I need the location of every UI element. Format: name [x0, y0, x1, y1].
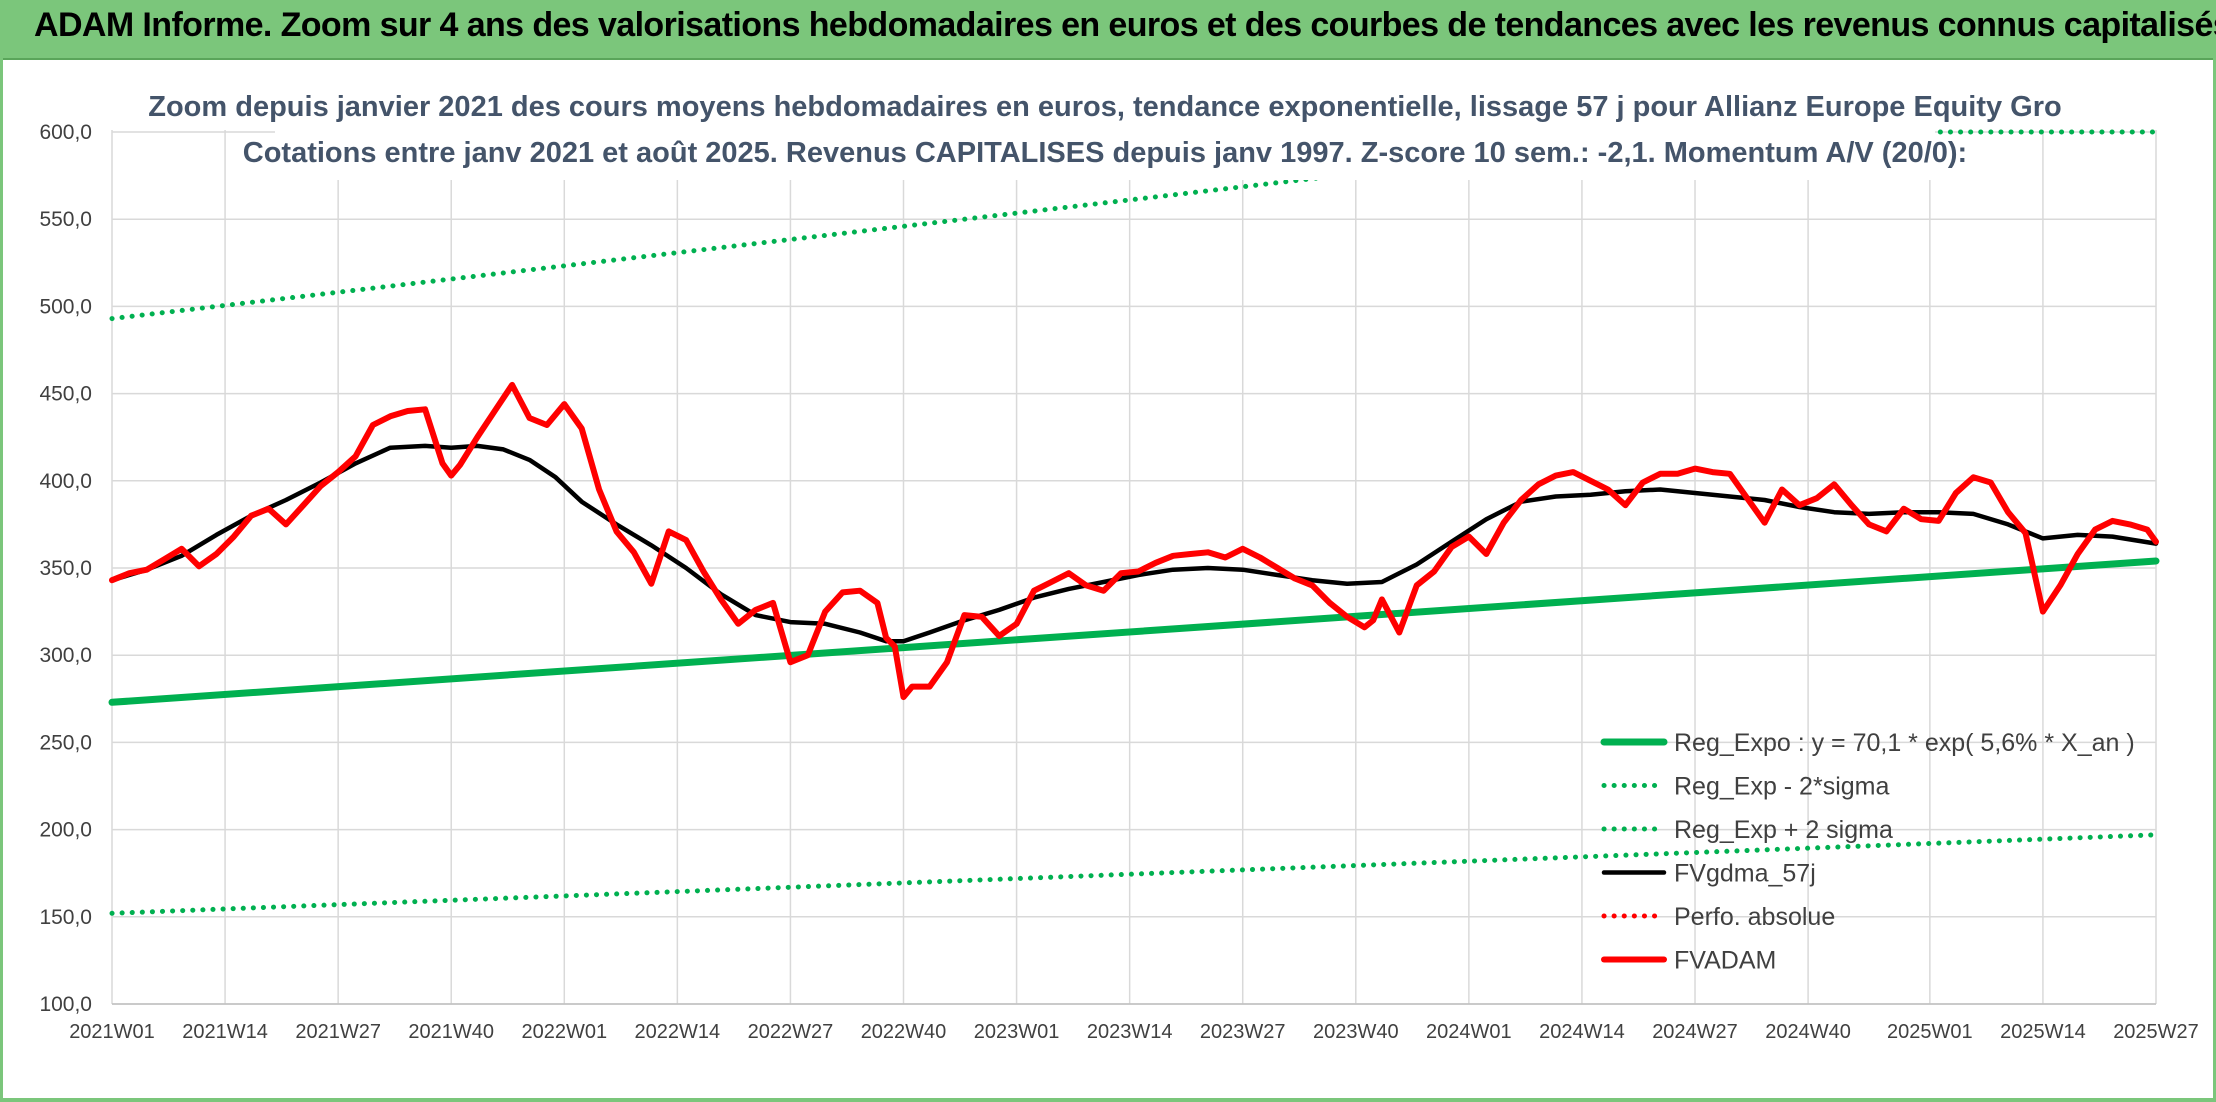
- series-layer: [108, 129, 2160, 916]
- axis-layer: 100,0 150,0 200,0 250,0 300,0 350,0 400,0 450,0…: [39, 121, 2198, 1043]
- chart-title-line-1: Zoom depuis janvier 2021 des cours moyen…: [148, 91, 2061, 123]
- x-tick-label: 2021W01: [69, 1021, 155, 1043]
- chart-title-line-2: Cotations entre janv 2021 et août 2025. …: [243, 137, 1967, 169]
- legend-label: FVADAM: [1674, 947, 1776, 975]
- y-tick-label: 300,0: [39, 644, 92, 667]
- report-title: ADAM Informe. Zoom sur 4 ans des valoris…: [34, 6, 2216, 44]
- y-tick-label: 100,0: [39, 993, 92, 1016]
- legend-label: FVgdma_57j: [1674, 860, 1816, 888]
- x-tick-label: 2022W27: [748, 1021, 834, 1043]
- x-tick-label: 2023W40: [1313, 1021, 1399, 1043]
- chart-title-background: [275, 82, 1935, 180]
- y-tick-label: 400,0: [39, 470, 92, 493]
- y-tick-label: 250,0: [39, 731, 92, 754]
- x-tick-label: 2024W14: [1539, 1021, 1625, 1043]
- x-tick-label: 2023W14: [1087, 1021, 1173, 1043]
- x-tick-label: 2023W27: [1200, 1021, 1286, 1043]
- legend-label: Perfo. absolue: [1674, 903, 1835, 931]
- series-reg-expo-line: [108, 557, 2160, 706]
- x-tick-label: 2024W27: [1652, 1021, 1738, 1043]
- y-tick-label: 450,0: [39, 383, 92, 406]
- frame-border-left: [0, 58, 3, 1102]
- x-tick-label: 2024W40: [1765, 1021, 1851, 1043]
- legend-label: Reg_Exp + 2 sigma: [1674, 816, 1893, 844]
- y-tick-label: 350,0: [39, 557, 92, 580]
- report-header: ADAM Informe. Zoom sur 4 ans des valoris…: [0, 0, 2216, 60]
- x-tick-label: 2023W01: [974, 1021, 1060, 1043]
- x-tick-label: 2021W40: [408, 1021, 494, 1043]
- x-tick-label: 2021W14: [182, 1021, 268, 1043]
- x-tick-label: 2025W27: [2113, 1021, 2199, 1043]
- chart-title: Zoom depuis janvier 2021 des cours moyen…: [148, 82, 2062, 180]
- x-tick-label: 2024W01: [1426, 1021, 1512, 1043]
- y-tick-label: 150,0: [39, 906, 92, 929]
- x-tick-label: 2025W14: [2000, 1021, 2086, 1043]
- frame-border-bottom: [0, 1098, 2216, 1102]
- frame-border-right: [2213, 58, 2216, 1102]
- y-tick-label: 600,0: [39, 121, 92, 144]
- x-tick-label: 2022W40: [861, 1021, 947, 1043]
- legend-label: Reg_Expo : y = 70,1 * exp( 5,6% * X_an ): [1674, 729, 2135, 757]
- y-tick-label: 550,0: [39, 208, 92, 231]
- y-tick-label: 500,0: [39, 295, 92, 318]
- series-fvadam-line: [109, 381, 2159, 701]
- x-tick-label: 2022W14: [635, 1021, 721, 1043]
- x-tick-label: 2021W27: [295, 1021, 381, 1043]
- legend: Reg_Expo : y = 70,1 * exp( 5,6% * X_an )…: [1600, 729, 2135, 975]
- x-tick-label: 2025W01: [1887, 1021, 1973, 1043]
- x-tick-label: 2022W01: [521, 1021, 607, 1043]
- series-reg-exp-minus-2sigma-line: [109, 832, 2159, 916]
- series-fvgdma-57j-line: [109, 443, 2159, 644]
- grid-layer: [111, 130, 2157, 1005]
- y-tick-label: 200,0: [39, 819, 92, 842]
- legend-label: Reg_Exp - 2*sigma: [1674, 773, 1889, 801]
